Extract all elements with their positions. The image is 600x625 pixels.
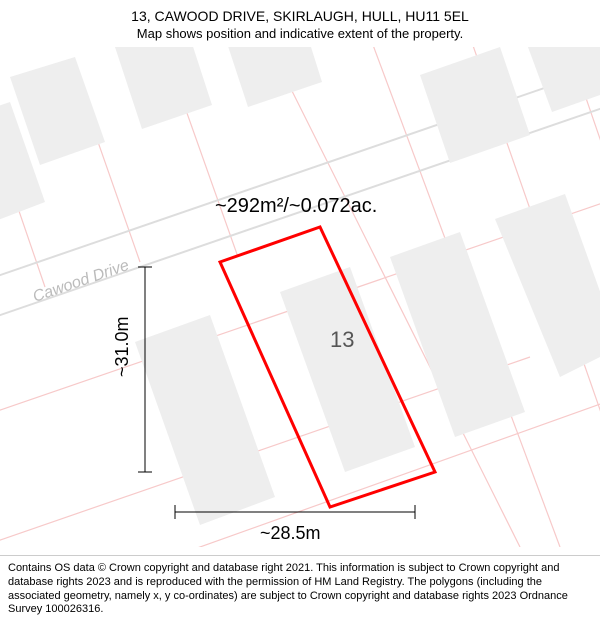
page-subtitle: Map shows position and indicative extent… [10,26,590,41]
header: 13, CAWOOD DRIVE, SKIRLAUGH, HULL, HU11 … [0,0,600,47]
area-label: ~292m²/~0.072ac. [215,195,377,217]
street-name-label: Cawood Drive [31,257,132,306]
map-svg: Cawood Drive ~292m²/~0.072ac. 13 ~31.0m … [0,47,600,547]
copyright-footer: Contains OS data © Crown copyright and d… [0,555,600,625]
house-number-label: 13 [330,327,354,352]
map-container: 13, CAWOOD DRIVE, SKIRLAUGH, HULL, HU11 … [0,0,600,625]
map-area: Cawood Drive ~292m²/~0.072ac. 13 ~31.0m … [0,47,600,547]
horizontal-dimension-label: ~28.5m [260,523,321,543]
page-title: 13, CAWOOD DRIVE, SKIRLAUGH, HULL, HU11 … [10,8,590,24]
vertical-dimension-label: ~31.0m [112,316,132,377]
